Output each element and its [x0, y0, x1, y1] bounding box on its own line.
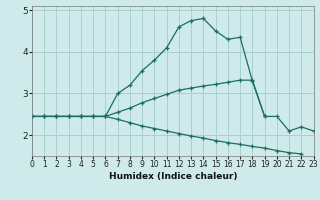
X-axis label: Humidex (Indice chaleur): Humidex (Indice chaleur): [108, 172, 237, 181]
